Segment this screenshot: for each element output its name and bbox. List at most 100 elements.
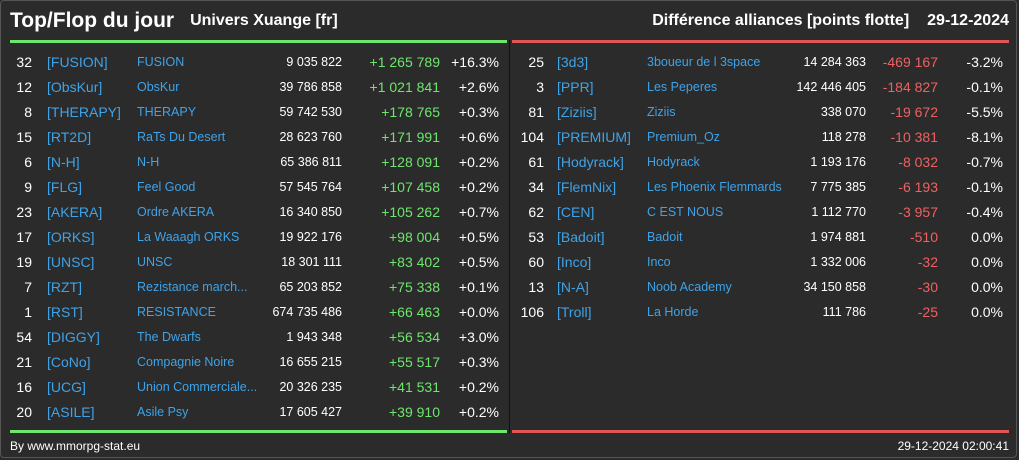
points-difference: -3 957 [898,204,938,220]
alliance-tag-link[interactable]: [Ziziis] [557,104,597,120]
alliance-tag-link[interactable]: [RST] [47,304,83,320]
table-row: 15 [RT2D] RaTs Du Desert 28 623 760 +171 991… [10,125,507,150]
points-difference: -30 [917,279,938,295]
alliance-rank: 17 [16,229,32,245]
alliance-tag-link[interactable]: [N-A] [557,279,589,295]
percent-change: +0.2% [458,154,499,170]
alliance-tag-link[interactable]: [PPR] [557,79,594,95]
table-row: 20 [ASILE] Asile Psy 17 605 427 +39 910 +0.2% [10,400,507,425]
alliance-tag-link[interactable]: [3d3] [557,54,589,70]
alliance-name-link[interactable]: Les Peperes [647,80,718,94]
alliance-name-link[interactable]: Inco [647,255,671,269]
alliance-name-link[interactable]: Asile Psy [137,405,189,419]
points-difference: -19 672 [890,104,938,120]
percent-change: -0.1% [966,79,1003,95]
percent-change: 0.0% [971,254,1003,270]
alliance-name-link[interactable]: Compagnie Noire [137,355,235,369]
alliance-name-link[interactable]: C EST NOUS [647,205,724,219]
percent-change: +0.2% [458,179,499,195]
alliance-name-link[interactable]: La Waaagh ORKS [137,230,240,244]
alliance-rank: 9 [24,179,32,195]
table-row: 104 [PREMIUM] Premium_Oz 118 278 -10 381 -8.1… [512,125,1009,150]
alliance-name-link[interactable]: The Dwarfs [137,330,201,344]
alliance-rank: 7 [24,279,32,295]
table-row: 16 [UCG] Union Commerciale... 20 326 235 +41… [10,375,507,400]
percent-change: -3.2% [966,54,1003,70]
alliance-tag-link[interactable]: [UNSC] [47,254,95,270]
alliance-tag-link[interactable]: [RT2D] [47,129,92,145]
alliance-rank: 20 [16,404,32,420]
alliance-rank: 34 [528,179,544,195]
alliance-name-link[interactable]: Premium_Oz [647,130,720,144]
alliance-tag-link[interactable]: [ASILE] [47,404,95,420]
table-row: 34 [FlemNix] Les Phoenix Flemmards 7 775 38… [512,175,1009,200]
alliance-name-link[interactable]: UNSC [137,255,173,269]
alliance-tag-link[interactable]: [CoNo] [47,354,91,370]
alliance-tag-link[interactable]: [FLG] [47,179,83,195]
alliance-name-link[interactable]: Les Phoenix Flemmards [647,180,782,194]
alliance-points: 111 786 [822,305,866,319]
metric-label: Différence alliances [points flotte] [652,12,910,29]
alliance-tag-link[interactable]: [RZT] [47,279,82,295]
table-row: 62 [CEN] C EST NOUS 1 112 770 -3 957 -0.4% [512,200,1009,225]
points-difference: +83 402 [389,254,440,270]
alliance-name-link[interactable]: FUSION [137,55,185,69]
alliance-name-link[interactable]: 3boueur de l 3space [647,55,761,69]
table-row: 21 [CoNo] Compagnie Noire 16 655 215 +55 517… [10,350,507,375]
percent-change: +0.3% [458,354,499,370]
alliance-rank: 19 [16,254,32,270]
alliance-tag-link[interactable]: [Troll] [557,304,592,320]
alliance-tag-link[interactable]: [PREMIUM] [557,129,631,145]
points-difference: -8 032 [898,154,938,170]
alliance-points: 16 655 215 [279,355,342,369]
alliance-name-link[interactable]: Noob Academy [647,280,732,294]
alliance-tag-link[interactable]: [Hodyrack] [557,154,624,170]
alliance-rank: 8 [24,104,32,120]
top-gainers-panel: 32 [FUSION] FUSION 9 035 822 +1 265 789 +16.3… [10,40,507,433]
alliance-name-link[interactable]: Ordre AKERA [137,205,215,219]
points-difference: -25 [917,304,938,320]
alliance-name-link[interactable]: THERAPY [137,105,197,119]
alliance-points: 65 203 852 [279,280,342,294]
universe-label: Univers Xuange [fr] [190,12,338,29]
alliance-tag-link[interactable]: [AKERA] [47,204,103,220]
alliance-tag-link[interactable]: [Badoit] [557,229,605,245]
alliance-name-link[interactable]: La Horde [647,305,699,319]
alliance-tag-link[interactable]: [CEN] [557,204,595,220]
alliance-points: 17 605 427 [279,405,342,419]
points-difference: +128 091 [381,154,440,170]
percent-change: +2.6% [458,79,499,95]
percent-change: +0.6% [458,129,499,145]
alliance-name-link[interactable]: RaTs Du Desert [137,130,226,144]
alliance-rank: 54 [16,329,32,345]
table-row: 60 [Inco] Inco 1 332 006 -32 0.0% [512,250,1009,275]
alliance-points: 1 943 348 [286,330,342,344]
table-row: 19 [UNSC] UNSC 18 301 111 +83 402 +0.5% [10,250,507,275]
alliance-name-link[interactable]: Badoit [647,230,683,244]
alliance-name-link[interactable]: Ziziis [647,105,676,119]
table-row: 13 [N-A] Noob Academy 34 150 858 -30 0.0% [512,275,1009,300]
alliance-tag-link[interactable]: [FlemNix] [557,179,617,195]
percent-change: -0.4% [966,204,1003,220]
alliance-tag-link[interactable]: [THERAPY] [47,104,121,120]
alliance-points: 9 035 822 [286,55,342,69]
table-row: 6 [N-H] N-H 65 386 811 +128 091 +0.2% [10,150,507,175]
alliance-name-link[interactable]: Rezistance march... [137,280,248,294]
alliance-tag-link[interactable]: [ObsKur] [47,79,103,95]
alliance-tag-link[interactable]: [DIGGY] [47,329,100,345]
table-row: 12 [ObsKur] ObsKur 39 786 858 +1 021 841 +2.6… [10,75,507,100]
alliance-tag-link[interactable]: [ORKS] [47,229,95,245]
alliance-tag-link[interactable]: [FUSION] [47,54,108,70]
alliance-tag-link[interactable]: [N-H] [47,154,80,170]
alliance-name-link[interactable]: RESISTANCE [137,305,216,319]
alliance-points: 34 150 858 [803,280,866,294]
alliance-name-link[interactable]: Hodyrack [647,155,700,169]
points-difference: +1 265 789 [369,54,440,70]
alliance-tag-link[interactable]: [Inco] [557,254,592,270]
table-row: 106 [Troll] La Horde 111 786 -25 0.0% [512,300,1009,325]
alliance-name-link[interactable]: Feel Good [137,180,196,194]
alliance-name-link[interactable]: N-H [137,155,160,169]
alliance-tag-link[interactable]: [UCG] [47,379,86,395]
alliance-name-link[interactable]: ObsKur [137,80,180,94]
alliance-name-link[interactable]: Union Commerciale... [137,380,258,394]
